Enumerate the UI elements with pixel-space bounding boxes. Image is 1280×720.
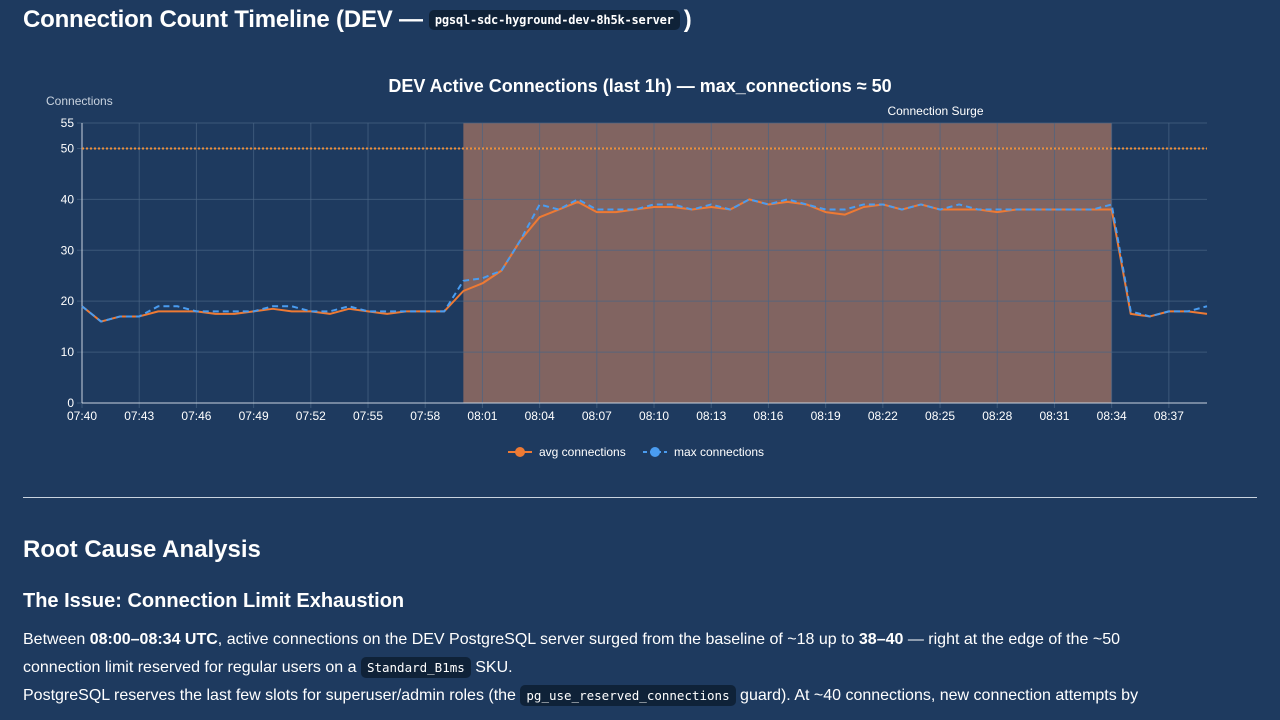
x-tick-label: 07:52	[296, 409, 326, 423]
y-tick-label: 55	[61, 116, 75, 130]
x-tick-label: 07:55	[353, 409, 383, 423]
guard-code: pg_use_reserved_connections	[520, 685, 736, 706]
legend-marker	[515, 447, 525, 457]
x-tick-label: 08:28	[982, 409, 1012, 423]
connection-range: 38–40	[858, 631, 904, 648]
time-range: 08:00–08:34 UTC	[89, 631, 218, 648]
y-axis-label: Connections	[46, 94, 113, 108]
page-title-suffix: )	[683, 6, 692, 33]
page-title-text: Connection Count Timeline (DEV —	[23, 6, 423, 33]
text: Between	[23, 631, 90, 648]
paragraph-1: Between 08:00–08:34 UTC, active connecti…	[23, 626, 1243, 654]
surge-label: Connection Surge	[887, 104, 983, 118]
x-tick-label: 08:13	[696, 409, 726, 423]
chart-title: DEV Active Connections (last 1h) — max_c…	[388, 76, 891, 96]
y-tick-label: 30	[61, 243, 75, 257]
y-tick-label: 50	[61, 141, 75, 155]
x-tick-label: 08:07	[582, 409, 612, 423]
surge-band	[463, 123, 1112, 403]
section-divider	[23, 497, 1257, 498]
connections-chart: DEV Active Connections (last 1h) — max_c…	[46, 76, 1208, 459]
paragraph-2: PostgreSQL reserves the last few slots f…	[23, 682, 1243, 710]
legend-marker	[650, 447, 660, 457]
y-tick-label: 0	[67, 396, 74, 410]
x-tick-label: 07:58	[410, 409, 440, 423]
series-line-max	[81, 198, 1208, 323]
text: , active connections on the DEV PostgreS…	[217, 631, 859, 648]
text: connection limit reserved for regular us…	[23, 659, 361, 676]
x-tick-label: 08:22	[868, 409, 898, 423]
sku-code: Standard_B1ms	[360, 657, 471, 678]
text: SKU.	[470, 659, 513, 676]
y-tick-label: 20	[61, 294, 75, 308]
x-tick-label: 08:25	[925, 409, 955, 423]
legend-label: max connections	[674, 445, 764, 459]
x-tick-label: 08:31	[1039, 409, 1069, 423]
text: PostgreSQL reserves the last few slots f…	[23, 687, 521, 704]
x-tick-label: 08:37	[1154, 409, 1184, 423]
x-tick-label: 08:16	[753, 409, 783, 423]
x-tick-label: 07:46	[181, 409, 211, 423]
text: guard). At ~40 connections, new connecti…	[735, 687, 1139, 704]
paragraph-1-cont: connection limit reserved for regular us…	[23, 654, 1243, 682]
x-tick-label: 08:01	[467, 409, 497, 423]
x-tick-label: 08:10	[639, 409, 669, 423]
x-tick-label: 08:34	[1097, 409, 1127, 423]
x-tick-label: 08:04	[525, 409, 555, 423]
page-title: Connection Count Timeline (DEV — pgsql-s…	[23, 6, 692, 34]
subsection-heading: The Issue: Connection Limit Exhaustion	[23, 590, 405, 612]
x-tick-label: 07:49	[239, 409, 269, 423]
x-tick-label: 08:19	[811, 409, 841, 423]
y-tick-label: 40	[61, 192, 75, 206]
x-tick-label: 07:40	[67, 409, 97, 423]
legend-label: avg connections	[539, 445, 626, 459]
server-name-code: pgsql-sdc-hyground-dev-8h5k-server	[428, 10, 680, 30]
x-tick-label: 07:43	[124, 409, 154, 423]
section-heading: Root Cause Analysis	[23, 536, 261, 563]
text: — right at the edge of the ~50	[903, 631, 1120, 648]
y-tick-label: 10	[61, 345, 75, 359]
